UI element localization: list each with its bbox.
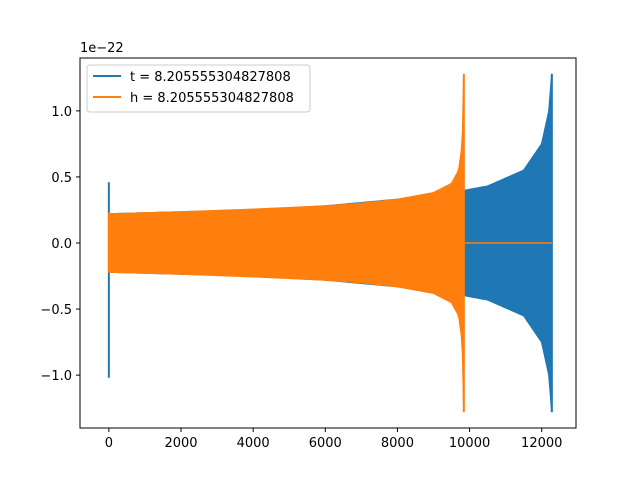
y-tick-label: −0.5 [40,303,72,318]
series-layer [107,73,553,413]
x-tick-label: 12000 [521,436,562,451]
x-axis: 0 2000 4000 6000 8000 10000 12000 [105,428,562,451]
x-tick-label: 10000 [449,436,490,451]
legend-label-t: t = 8.205555304827808 [130,70,291,85]
legend-box [86,64,311,113]
y-tick-label: −1.0 [40,369,72,384]
x-tick-label: 0 [105,436,113,451]
series-band [108,73,465,413]
x-tick-label: 2000 [164,436,197,451]
y-tick-label: 1.0 [51,105,72,120]
x-tick-label: 4000 [237,436,270,451]
legend: t = 8.205555304827808 h = 8.205555304827… [86,64,311,113]
y-axis: −1.0 −0.5 0.0 0.5 1.0 [40,105,80,384]
y-tick-label: 0.0 [51,237,72,252]
legend-label-h: h = 8.205555304827808 [130,91,294,106]
x-tick-label: 6000 [309,436,342,451]
y-tick-label: 0.5 [51,171,72,186]
series-h [107,73,552,413]
y-offset-label: 1e−22 [80,41,124,56]
x-tick-label: 8000 [381,436,414,451]
